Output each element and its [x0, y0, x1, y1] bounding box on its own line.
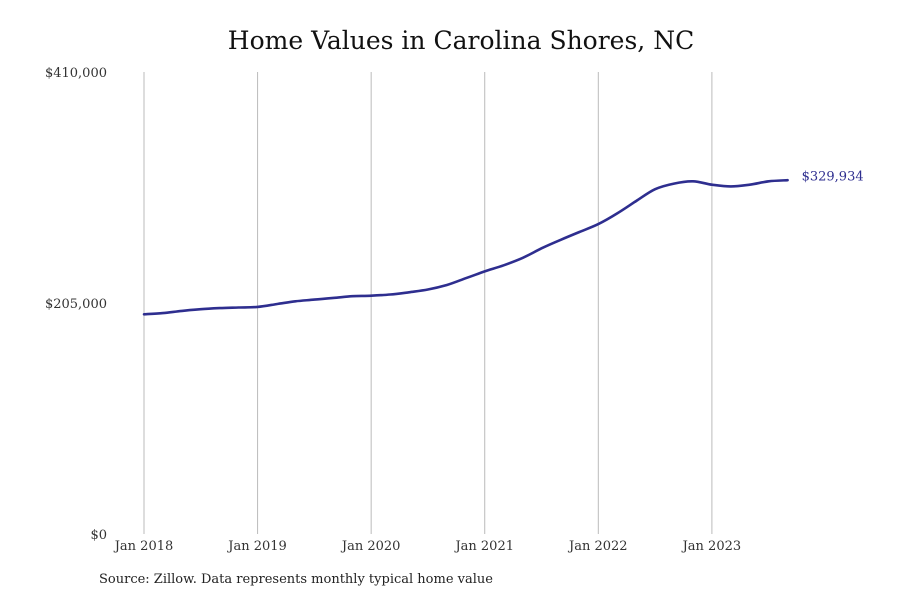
y-tick-label: $205,000: [45, 297, 107, 312]
end-value-label: $329,934: [802, 170, 864, 185]
x-tick-label: Jan 2021: [453, 539, 514, 554]
x-tick-label: Jan 2018: [113, 539, 174, 554]
series-layer: $329,934: [142, 170, 864, 316]
series-line: [142, 178, 789, 316]
y-axis-ticks: $410,000 $205,000 $0: [45, 66, 107, 543]
x-tick-label: Jan 2022: [567, 539, 628, 554]
x-tick-label: Jan 2020: [340, 539, 401, 554]
source-note: Source: Zillow. Data represents monthly …: [99, 572, 493, 587]
gridlines: [143, 72, 713, 534]
x-tick-label: Jan 2019: [226, 539, 287, 554]
chart-title: Home Values in Carolina Shores, NC: [227, 26, 695, 55]
x-tick-label: Jan 2023: [681, 539, 742, 554]
x-axis-ticks: Jan 2018 Jan 2019 Jan 2020 Jan 2021 Jan 2022…: [113, 539, 741, 554]
y-tick-label: $0: [90, 528, 107, 543]
y-tick-label: $410,000: [45, 66, 107, 81]
